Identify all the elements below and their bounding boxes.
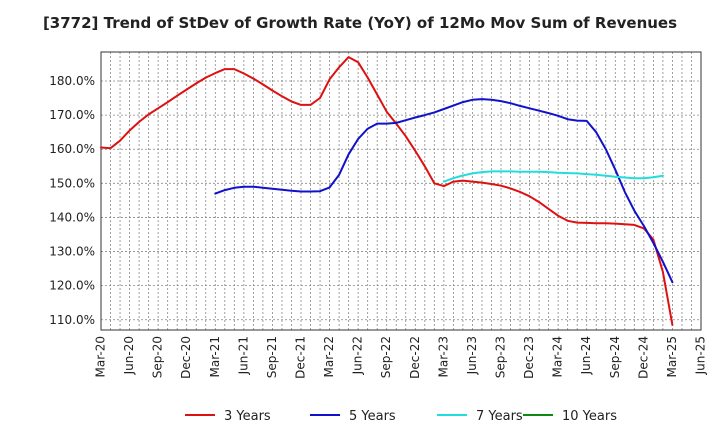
x-tick-label: Dec-22 — [408, 336, 422, 379]
y-tick-label: 140.0% — [49, 210, 95, 224]
y-tick-label: 110.0% — [49, 313, 95, 327]
x-tick-label: Jun-21 — [236, 336, 250, 375]
x-tick-label: Mar-21 — [208, 336, 222, 377]
series-line-3-years — [100, 56, 674, 326]
series-line-5-years — [214, 98, 674, 284]
x-tick-label: Dec-24 — [636, 336, 650, 379]
x-tick-label: Jun-25 — [694, 336, 708, 375]
x-tick-label: Mar-20 — [94, 336, 108, 377]
legend-label: 10 Years — [562, 409, 617, 424]
x-tick-label: Dec-21 — [294, 336, 308, 379]
series-line-7-years — [442, 170, 664, 183]
x-tick-label: Mar-22 — [322, 336, 336, 377]
y-axis-tick-labels: 110.0% 120.0% 130.0% 140.0% 150.0% 160.0% 170.… — [49, 74, 95, 327]
x-tick-label: Jun-22 — [351, 336, 365, 375]
y-tick-label: 120.0% — [49, 279, 95, 293]
x-tick-label: Jun-23 — [465, 336, 479, 375]
x-tick-label: Sep-23 — [494, 336, 508, 378]
x-tick-label: Sep-21 — [265, 336, 279, 378]
legend-label: 5 Years — [349, 409, 396, 424]
x-axis-tick-labels: Mar-20 Jun-20 Sep-20 Dec-20 Mar-21 Jun-21 Sep-… — [94, 336, 708, 379]
series-layer — [100, 56, 674, 326]
x-tick-label: Sep-20 — [151, 336, 165, 378]
x-tick-label: Dec-20 — [179, 336, 193, 379]
y-tick-label: 150.0% — [49, 176, 95, 190]
y-tick-label: 160.0% — [49, 142, 95, 156]
x-tick-label: Mar-25 — [665, 336, 679, 377]
x-tick-label: Sep-22 — [379, 336, 393, 378]
chart-title: [3772] Trend of StDev of Growth Rate (Yo… — [42, 14, 678, 32]
x-tick-label: Jun-20 — [122, 336, 136, 375]
legend-label: 3 Years — [224, 409, 271, 424]
plot-area-frame — [100, 51, 702, 331]
x-tick-label: Jun-24 — [579, 336, 593, 375]
x-tick-label: Mar-24 — [551, 336, 565, 377]
x-tick-label: Dec-23 — [522, 336, 536, 379]
y-tick-label: 180.0% — [49, 74, 95, 88]
y-tick-label: 170.0% — [49, 108, 95, 122]
legend-label: 7 Years — [476, 409, 523, 424]
y-tick-label: 130.0% — [49, 245, 95, 259]
x-tick-label: Mar-23 — [436, 336, 450, 377]
legend: 3 Years 5 Years 7 Years 10 Years — [185, 409, 617, 424]
grid-layer — [101, 52, 701, 330]
x-tick-label: Sep-24 — [608, 336, 622, 378]
